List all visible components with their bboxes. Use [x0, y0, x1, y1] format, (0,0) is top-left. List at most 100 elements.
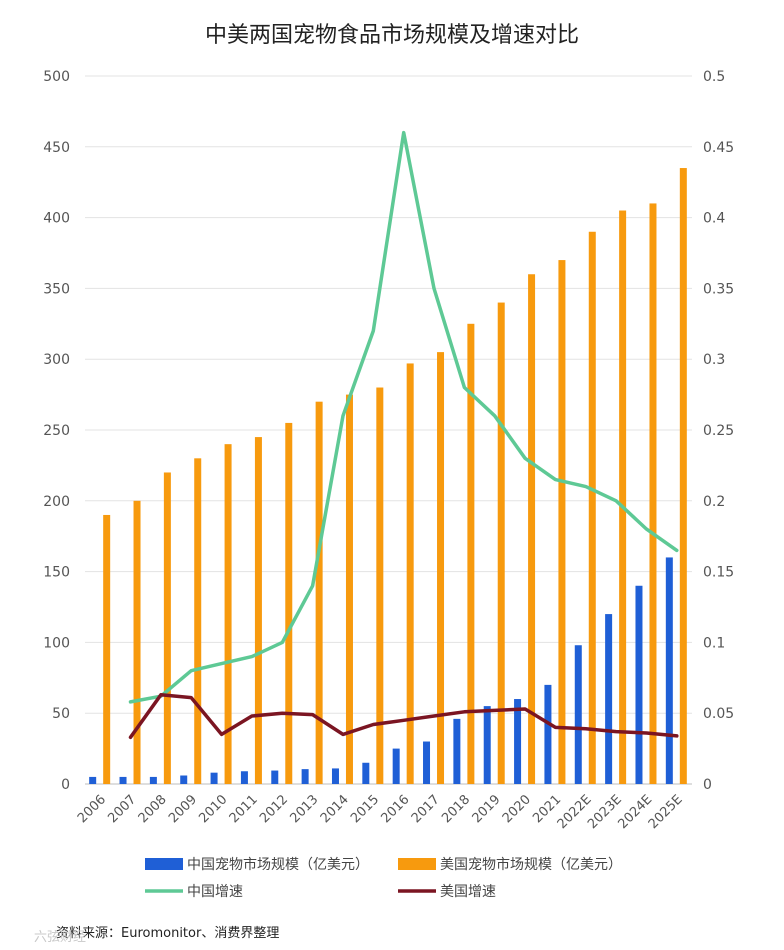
- us-market-bar-2024E: [649, 203, 657, 784]
- legend-swatch: [398, 858, 436, 870]
- x-tick-label: 2011: [227, 792, 261, 826]
- right-y-tick-label: 0.2: [703, 494, 725, 510]
- x-tick-label: 2013: [287, 792, 321, 826]
- us-market-bar-2007: [133, 500, 141, 784]
- right-y-tick-label: 0.05: [703, 706, 734, 722]
- us-growth-line: [128, 693, 679, 740]
- left-y-tick-label: 0: [61, 777, 70, 793]
- x-axis: 2006200720082009201020112012201320142015…: [75, 792, 686, 832]
- legend-item: 中国增速: [145, 884, 243, 900]
- x-tick-label: 2018: [439, 792, 473, 826]
- china-market-bar-2018: [453, 718, 461, 784]
- china-market-bar-2011: [240, 771, 248, 784]
- chart-title: 中美两国宠物食品市场规模及增速对比: [205, 23, 579, 48]
- right-y-tick-label: 0.15: [703, 565, 734, 581]
- gridlines: [85, 75, 692, 785]
- left-y-tick-label: 300: [43, 352, 70, 368]
- x-tick-label: 2017: [409, 792, 443, 826]
- right-y-axis: 0 0.05 0.1 0.15 0.2 0.25 0.3 0.35 0.4 0.45 0.5: [703, 69, 734, 793]
- china-market-bar-2006: [89, 776, 97, 784]
- bar-series: [89, 168, 687, 785]
- us-market-bar-2012: [285, 422, 293, 784]
- x-tick-label: 2020: [500, 792, 534, 826]
- us-market-bar-2010: [224, 444, 232, 784]
- left-y-tick-label: 150: [43, 565, 70, 581]
- legend-label: 中国增速: [187, 884, 243, 900]
- legend-item: 美国增速: [398, 884, 496, 900]
- us-market-bar-2019: [497, 302, 505, 784]
- x-tick-label: 2010: [196, 792, 230, 826]
- left-y-axis: 0 50 100 150 200 250 300 350 400 450 500: [43, 69, 70, 793]
- left-y-tick-label: 250: [43, 423, 70, 439]
- x-tick-label: 2007: [105, 792, 139, 826]
- legend-label: 中国宠物市场规模（亿美元）: [187, 856, 369, 873]
- line-series: [128, 130, 679, 740]
- left-y-tick-label: 50: [52, 706, 70, 722]
- right-y-tick-label: 0.4: [703, 211, 725, 227]
- us-market-bar-2017: [437, 352, 445, 784]
- china-market-bar-2024E: [635, 585, 643, 784]
- left-y-tick-label: 400: [43, 211, 70, 227]
- right-y-tick-label: 0.5: [703, 69, 725, 85]
- china-market-bar-2015: [362, 762, 370, 784]
- us-market-bar-2018: [467, 323, 475, 784]
- china-market-bar-2014: [331, 768, 339, 784]
- us-market-bars: [103, 168, 687, 785]
- china-market-bars: [89, 557, 673, 784]
- us-market-bar-2011: [254, 437, 262, 784]
- source-note: 资料来源：Euromonitor、消费界整理: [56, 926, 279, 941]
- right-y-tick-label: 0: [703, 777, 712, 793]
- us-market-bar-2006: [103, 514, 111, 784]
- legend-label: 美国增速: [440, 884, 496, 900]
- x-tick-label: 2006: [75, 792, 109, 826]
- right-y-tick-label: 0.3: [703, 352, 725, 368]
- china-market-bar-2025E: [665, 557, 673, 784]
- left-y-tick-label: 100: [43, 635, 70, 651]
- china-market-bar-2023E: [605, 614, 613, 784]
- legend-label: 美国宠物市场规模（亿美元）: [440, 856, 622, 873]
- china-market-bar-2010: [210, 772, 218, 784]
- us-market-bar-2025E: [679, 168, 687, 785]
- legend-swatch: [145, 858, 183, 870]
- china-market-bar-2008: [149, 776, 157, 784]
- left-y-tick-label: 450: [43, 140, 70, 156]
- right-y-tick-label: 0.1: [703, 635, 725, 651]
- china-market-bar-2019: [483, 706, 491, 784]
- x-tick-label: 2025E: [646, 792, 686, 832]
- right-y-tick-label: 0.45: [703, 140, 734, 156]
- x-tick-label: 2012: [257, 792, 291, 826]
- china-market-bar-2007: [119, 776, 127, 784]
- china-market-bar-2009: [180, 775, 188, 784]
- china-market-bar-2016: [392, 748, 400, 784]
- left-y-tick-label: 500: [43, 69, 70, 85]
- x-tick-label: 2008: [136, 792, 170, 826]
- china-market-bar-2020: [514, 699, 522, 784]
- china-market-bar-2021: [544, 684, 552, 784]
- china-market-bar-2012: [271, 770, 279, 784]
- us-market-bar-2014: [345, 394, 353, 784]
- legend-item: 美国宠物市场规模（亿美元）: [398, 856, 622, 873]
- us-market-bar-2022E: [588, 231, 596, 784]
- us-market-bar-2015: [376, 387, 384, 784]
- china-market-bar-2017: [423, 741, 431, 784]
- x-tick-label: 2015: [348, 792, 382, 826]
- us-market-bar-2016: [406, 363, 414, 784]
- right-y-tick-label: 0.35: [703, 281, 734, 297]
- us-market-bar-2020: [528, 274, 536, 784]
- china-market-bar-2022E: [574, 645, 582, 784]
- us-market-bar-2009: [194, 458, 202, 784]
- x-tick-label: 2009: [166, 792, 200, 826]
- legend: 中国宠物市场规模（亿美元） 美国宠物市场规模（亿美元） 中国增速 美国增速: [145, 856, 622, 900]
- x-tick-label: 2019: [470, 792, 504, 826]
- x-tick-label: 2014: [318, 792, 352, 826]
- us-market-bar-2008: [163, 472, 171, 784]
- watermark: 六弦财经: [34, 929, 86, 945]
- legend-item: 中国宠物市场规模（亿美元）: [145, 856, 369, 873]
- left-y-tick-label: 350: [43, 281, 70, 297]
- us-market-bar-2023E: [619, 210, 627, 784]
- x-tick-label: 2016: [378, 792, 412, 826]
- right-y-tick-label: 0.25: [703, 423, 734, 439]
- china-market-bar-2013: [301, 769, 309, 784]
- left-y-tick-label: 200: [43, 494, 70, 510]
